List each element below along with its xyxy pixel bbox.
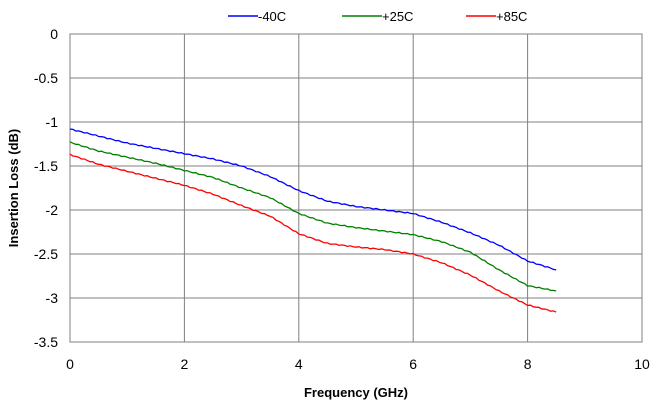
legend-label: +25C: [382, 9, 413, 24]
legend: -40C +25C +85C: [228, 9, 527, 24]
y-tick-label: -3: [46, 290, 59, 306]
legend-label: +85C: [496, 9, 527, 24]
y-tick-label: -0.5: [34, 70, 58, 86]
plot-area-border: [69, 33, 643, 343]
series-line--40C: [69, 128, 557, 271]
series-line-+25C: [69, 141, 557, 292]
y-tick-label: -2.5: [34, 246, 58, 262]
x-tick-label: 2: [181, 356, 189, 372]
series-line-+85C: [69, 153, 557, 313]
x-tick-label: 0: [66, 356, 74, 372]
y-tick-label: 0: [50, 26, 58, 42]
y-axis-title: Insertion Loss (dB): [6, 129, 21, 247]
x-tick-label: 10: [634, 356, 650, 372]
y-tick-label: -3.5: [34, 334, 58, 350]
y-tick-label: -2: [46, 202, 59, 218]
y-tick-label: -1.5: [34, 158, 58, 174]
x-tick-label: 8: [524, 356, 532, 372]
y-tick-label: -1: [46, 114, 59, 130]
x-axis-title: Frequency (GHz): [304, 385, 408, 400]
x-tick-label: 4: [295, 356, 303, 372]
x-tick-label: 6: [409, 356, 417, 372]
series-group: [69, 128, 557, 313]
legend-label: -40C: [258, 9, 286, 24]
tick-labels: 0 -0.5 -1 -1.5 -2 -2.5 -3 -3.5 0 2 4 6 8 10: [34, 26, 650, 372]
